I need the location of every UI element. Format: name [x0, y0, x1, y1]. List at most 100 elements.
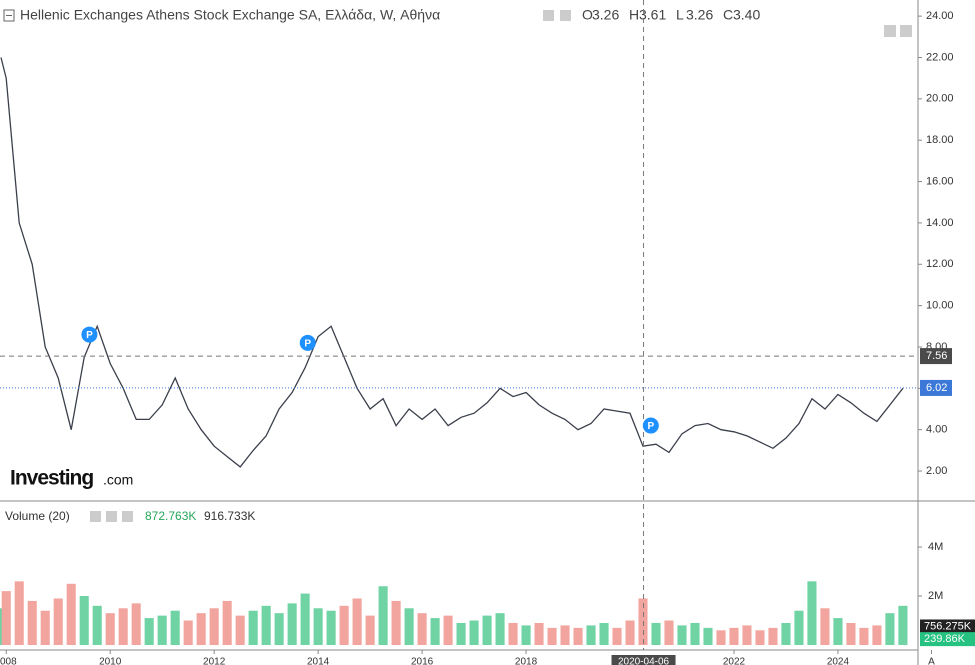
volume-bar: [534, 622, 544, 645]
ohlc-value: 3.40: [733, 7, 760, 23]
crosshair-x-label: 2020-04-06: [618, 657, 670, 665]
volume-bar: [105, 613, 115, 645]
volume-bar: [768, 627, 778, 645]
volume-bar: [196, 613, 206, 645]
volume-tag-label: 756.275K: [924, 620, 972, 632]
volume-bar: [27, 600, 37, 645]
volume-bar: [508, 622, 518, 645]
volume-bar: [378, 586, 388, 645]
volume-bar: [1, 591, 11, 645]
ohlc-label: L: [676, 7, 684, 23]
volume-bar: [742, 625, 752, 645]
crosshair-y-tag: [920, 348, 952, 365]
volume-bar: [794, 610, 804, 645]
volume-bar: [716, 630, 726, 645]
volume-bar: [651, 622, 661, 645]
volume-bar: [872, 625, 882, 645]
collapse-icon[interactable]: [3, 9, 15, 22]
y-tick-label: 16.00: [926, 175, 954, 187]
volume-bar: [222, 600, 232, 645]
volume-bar: [781, 622, 791, 645]
volume-bar: [807, 581, 817, 645]
volume-tag: [920, 632, 975, 647]
volume-bar: [365, 615, 375, 645]
event-label[interactable]: P: [86, 330, 93, 341]
volume-bar: [157, 615, 167, 645]
y-tick-label: 12.00: [926, 258, 954, 270]
volume-bar: [92, 605, 102, 645]
volume-bar: [170, 610, 180, 645]
x-tick-label: 2014: [307, 657, 330, 665]
settings-icon[interactable]: [543, 10, 554, 21]
x-tick-label: 2016: [411, 657, 434, 665]
volume-bar: [625, 620, 635, 645]
volume-bar: [118, 608, 128, 645]
chart-title: Hellenic Exchanges Athens Stock Exchange…: [20, 7, 440, 23]
volume-bar: [209, 608, 219, 645]
ohlc-value: 3.61: [639, 7, 666, 23]
volume-bar: [638, 598, 648, 645]
y-tick-label: 22.00: [926, 51, 954, 63]
ohlc-value: 3.26: [592, 7, 619, 23]
volume-bar: [287, 603, 297, 645]
volume-bar: [248, 610, 258, 645]
volume-bar: [586, 625, 596, 645]
volume-bar: [885, 613, 895, 645]
x-tick-label: 2012: [203, 657, 226, 665]
volume-bar: [417, 613, 427, 645]
volume-bar: [664, 620, 674, 645]
volume-bar: [898, 605, 908, 645]
event-label[interactable]: P: [647, 421, 654, 432]
y-tick-label: 18.00: [926, 134, 954, 146]
volume-ma-value: 916.733K: [204, 509, 255, 523]
volume-bar: [261, 605, 271, 645]
volume-bar: [274, 613, 284, 645]
toolbar-icon[interactable]: [884, 25, 896, 37]
volume-bar: [79, 596, 89, 645]
volume-bar: [131, 603, 141, 645]
volume-bar: [326, 610, 336, 645]
volume-bar: [469, 620, 479, 645]
volume-bar: [755, 630, 765, 645]
y-tick-label: 4.00: [926, 424, 947, 436]
ohlc-label: H: [629, 7, 639, 23]
volume-bar: [144, 618, 154, 645]
x-tick-label: 2022: [723, 657, 746, 665]
event-marker: [642, 417, 659, 434]
volume-bar: [482, 615, 492, 645]
volume-bar: [235, 615, 245, 645]
crosshair-x-tag: [611, 655, 676, 665]
volume-bar: [690, 622, 700, 645]
volume-bar: [300, 593, 310, 645]
volume-bar: [677, 625, 687, 645]
volume-bar: [430, 618, 440, 645]
settings-icon[interactable]: [560, 10, 571, 21]
last-price-label: 6.02: [926, 382, 947, 394]
volume-bar: [846, 622, 856, 645]
brand-logo: Investing: [10, 467, 93, 490]
volume-bar: [339, 605, 349, 645]
volume-bar: [443, 615, 453, 645]
settings-icon[interactable]: [90, 511, 101, 522]
volume-bar: [40, 610, 50, 645]
ohlc-value: 3.26: [686, 7, 713, 23]
event-label[interactable]: P: [304, 338, 311, 349]
volume-bar: [66, 583, 76, 645]
volume-bar: [456, 622, 466, 645]
volume-bar: [521, 625, 531, 645]
volume-bar: [313, 608, 323, 645]
price-line: [0, 57, 904, 468]
crosshair-y-label: 7.56: [926, 350, 947, 362]
settings-icon[interactable]: [122, 511, 133, 522]
y-tick-label: 10.00: [926, 300, 954, 312]
volume-bar: [560, 625, 570, 645]
volume-bar: [859, 627, 869, 645]
x-tick-label: 2024: [827, 657, 850, 665]
toolbar-icon[interactable]: [900, 25, 912, 37]
settings-icon[interactable]: [106, 511, 117, 522]
volume-bar: [573, 627, 583, 645]
ohlc-label: O: [582, 7, 593, 23]
